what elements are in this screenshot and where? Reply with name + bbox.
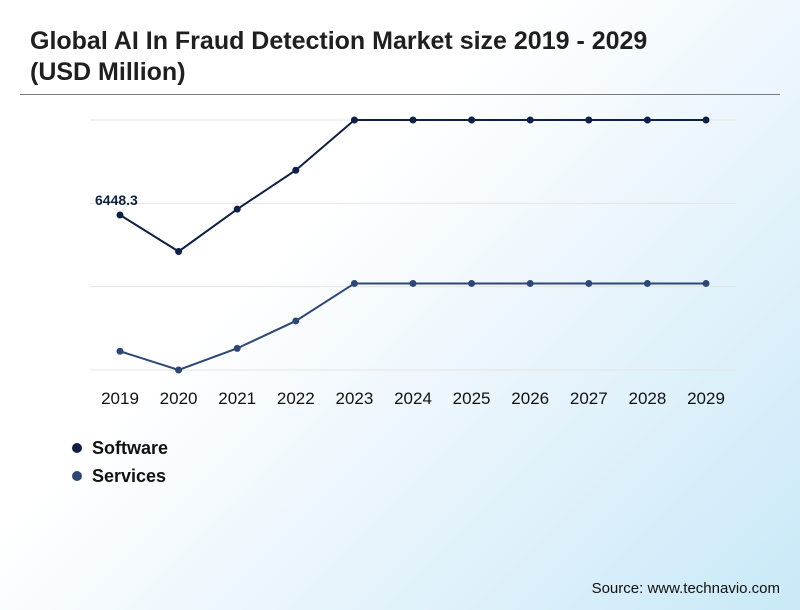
- data-point-software: [643, 116, 651, 124]
- x-tick-label: 2020: [160, 389, 198, 408]
- data-point-services: [175, 366, 183, 374]
- chart-title: Global AI In Fraud Detection Market size…: [30, 27, 648, 86]
- data-point-software: [468, 116, 476, 124]
- x-tick-label: 2019: [101, 389, 139, 408]
- data-point-services: [643, 279, 651, 287]
- data-point-services: [350, 279, 358, 287]
- series-points: [116, 116, 710, 374]
- legend-marker-services: [72, 471, 82, 481]
- source-credit: Source: www.technavio.com: [591, 580, 780, 597]
- legend-item-services[interactable]: Services: [72, 462, 168, 490]
- legend-label-services: Services: [92, 465, 167, 486]
- data-point-services: [468, 279, 476, 287]
- line-chart: 6448.3 2019 2020 2021 2022 2023 2024 2025 2026 2…: [90, 116, 736, 408]
- x-tick-label: 2027: [570, 389, 608, 408]
- x-tick-label: 2029: [687, 389, 725, 408]
- data-point-software: [585, 116, 593, 124]
- x-tick-label: 2024: [394, 389, 432, 408]
- x-tick-label: 2028: [628, 389, 666, 408]
- data-point-software: [292, 166, 300, 174]
- x-tick-label: 2022: [277, 389, 315, 408]
- series-line-services: [119, 282, 706, 372]
- data-point-software: [116, 211, 124, 219]
- data-point-services: [526, 279, 534, 287]
- data-point-software: [233, 205, 241, 213]
- data-point-services: [409, 279, 417, 287]
- series-line-software: [119, 119, 706, 253]
- legend-label-software: Software: [92, 437, 169, 458]
- x-axis-ticks: 2019 2020 2021 2022 2023 2024 2025 2026 2027 2028…: [101, 389, 725, 408]
- data-point-services: [702, 279, 710, 287]
- data-point-software: [702, 116, 710, 124]
- data-point-software: [175, 247, 183, 255]
- data-point-services: [233, 344, 241, 352]
- title-divider: [20, 94, 780, 95]
- data-point-services: [292, 317, 300, 325]
- data-labels: 6448.3: [95, 192, 138, 208]
- x-tick-label: 2023: [335, 389, 373, 408]
- data-point-software: [350, 116, 358, 124]
- legend-item-software[interactable]: Software: [72, 434, 168, 462]
- data-point-services: [585, 279, 593, 287]
- data-label-software: 6448.3: [95, 192, 138, 208]
- legend: Software Services: [72, 434, 168, 490]
- data-point-software: [526, 116, 534, 124]
- data-point-software: [409, 116, 417, 124]
- x-tick-label: 2026: [511, 389, 549, 408]
- x-tick-label: 2025: [453, 389, 491, 408]
- series-lines: [119, 119, 706, 372]
- data-point-services: [116, 347, 124, 355]
- x-tick-label: 2021: [218, 389, 256, 408]
- legend-marker-software: [72, 443, 82, 453]
